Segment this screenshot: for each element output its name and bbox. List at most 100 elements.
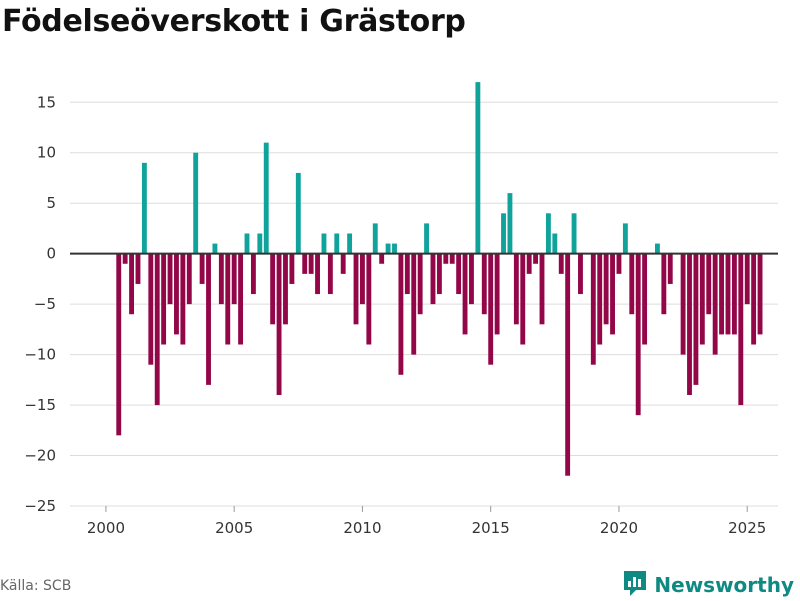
bar: [501, 213, 506, 254]
bar: [263, 142, 269, 254]
x-tick-label: 2005: [215, 519, 253, 537]
bar: [289, 253, 295, 284]
bar: [597, 253, 603, 345]
x-axis: 2000 2005 2010 2015 2020 2025: [87, 506, 766, 537]
bar: [719, 253, 725, 335]
x-tick-label: 2015: [472, 519, 510, 537]
y-axis: 15 10 5 0 −5 −10 −15 −20 −25: [24, 93, 56, 515]
bar: [443, 253, 449, 264]
bar: [161, 253, 167, 345]
bar: [411, 253, 417, 355]
bar: [545, 213, 551, 254]
bar: [218, 253, 224, 305]
bar: [417, 253, 423, 315]
bar: [436, 253, 442, 295]
bar: [744, 253, 750, 305]
y-tick-label: −15: [24, 396, 56, 414]
bar: [712, 253, 718, 355]
bar: [327, 253, 333, 295]
bar: [526, 253, 532, 274]
bar: [180, 253, 186, 345]
bar: [129, 253, 135, 315]
x-tick-label: 2020: [600, 519, 638, 537]
bar: [116, 253, 122, 436]
bar: [725, 253, 731, 335]
bar: [295, 172, 301, 254]
y-tick-label: −10: [24, 346, 56, 364]
bar: [199, 253, 205, 284]
bar: [456, 253, 462, 295]
bar: [578, 253, 583, 295]
bar: [225, 253, 231, 345]
bar: [635, 253, 641, 416]
bar: [238, 253, 244, 345]
bar: [250, 253, 256, 295]
bar: [565, 253, 571, 476]
bar: [757, 253, 763, 335]
x-tick-label: 2000: [87, 519, 125, 537]
y-tick-label: −25: [24, 497, 56, 515]
bar: [539, 253, 545, 325]
bar: [372, 223, 378, 254]
bar: [154, 253, 160, 406]
bar: [366, 253, 372, 345]
bar: [174, 253, 179, 335]
bar: [667, 253, 673, 284]
brand-name: Newsworthy: [654, 573, 794, 597]
bar: [699, 253, 705, 345]
brand-logo[interactable]: Newsworthy: [622, 569, 794, 601]
bar: [276, 253, 282, 395]
bar: [398, 253, 404, 375]
y-tick-label: 5: [46, 194, 56, 212]
bar: [481, 253, 487, 315]
bar: [186, 253, 192, 305]
bar: [661, 253, 667, 315]
bar: [424, 223, 430, 254]
bar: [206, 253, 211, 385]
bar: [308, 253, 314, 274]
bar: [385, 243, 391, 254]
bar: [257, 233, 263, 254]
bar: [347, 233, 353, 254]
bar: [449, 253, 455, 264]
bar: [571, 213, 577, 254]
bar: [379, 253, 385, 264]
bar: [552, 233, 558, 254]
bar: [731, 253, 737, 335]
chart-title: Födelseöverskott i Grästorp: [2, 4, 466, 39]
bar: [693, 253, 699, 385]
bar: [141, 162, 147, 254]
bar: [622, 223, 628, 254]
bar: [603, 253, 609, 325]
bar: [392, 243, 397, 254]
y-tick-label: −5: [34, 295, 56, 313]
y-tick-label: −20: [24, 447, 56, 465]
bar: [513, 253, 519, 325]
source-note: Källa: SCB: [0, 578, 72, 594]
y-tick-label: 10: [37, 144, 56, 162]
y-tick-label: 15: [37, 93, 56, 111]
bar: [616, 253, 622, 274]
bar: [654, 243, 660, 254]
bar: [462, 253, 468, 335]
bar: [340, 253, 346, 274]
bar: [212, 243, 218, 254]
y-tick-label: 0: [46, 245, 56, 263]
bar: [283, 253, 288, 325]
bar: [488, 253, 494, 365]
bar: [706, 253, 712, 315]
bar: [642, 253, 648, 345]
bar: [122, 253, 128, 264]
bar: [270, 253, 276, 325]
bar: [610, 253, 615, 335]
bar: [315, 253, 320, 295]
bar: [494, 253, 500, 335]
bar: [751, 253, 757, 345]
x-tick-label: 2025: [728, 519, 766, 537]
bar: [231, 253, 237, 305]
x-tick-label: 2010: [343, 519, 381, 537]
bar: [590, 253, 596, 365]
bar: [533, 253, 539, 264]
bar: [469, 253, 474, 305]
